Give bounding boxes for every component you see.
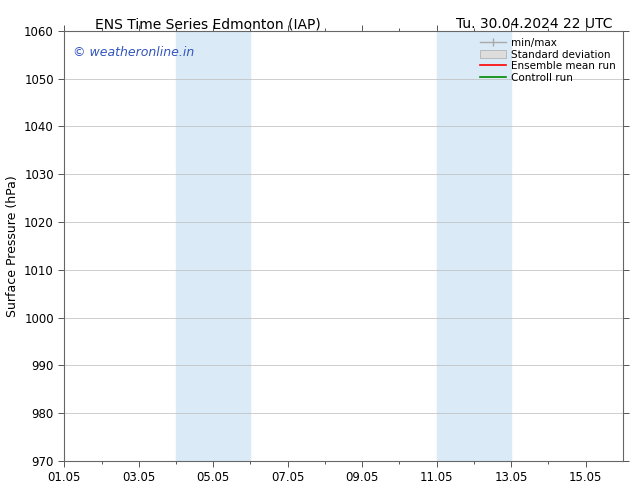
Y-axis label: Surface Pressure (hPa): Surface Pressure (hPa): [6, 175, 18, 317]
Text: Tu. 30.04.2024 22 UTC: Tu. 30.04.2024 22 UTC: [456, 17, 613, 31]
Bar: [437, 31, 511, 461]
Legend: min/max, Standard deviation, Ensemble mean run, Controll run: min/max, Standard deviation, Ensemble me…: [477, 36, 618, 85]
Text: ENS Time Series Edmonton (IAP): ENS Time Series Edmonton (IAP): [95, 17, 321, 31]
Text: © weatheronline.in: © weatheronline.in: [73, 46, 194, 59]
Bar: [176, 31, 250, 461]
